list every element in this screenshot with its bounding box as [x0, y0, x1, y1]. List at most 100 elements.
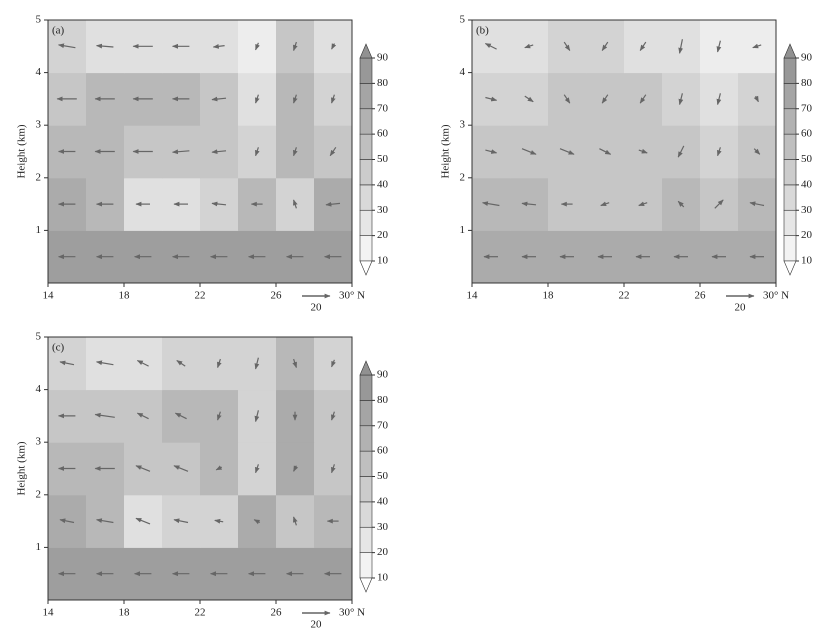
- wind-vector: [485, 96, 498, 102]
- colorbar-segment: [359, 552, 373, 579]
- colorbar-segment: [359, 476, 373, 503]
- wind-vector: [678, 93, 684, 106]
- colorbar-tick-label: 10: [377, 572, 389, 584]
- wind-vector: [716, 40, 722, 53]
- y-tick-label: 3: [36, 119, 42, 131]
- reference-label: 20: [735, 302, 747, 314]
- colorbar-tick-label: 80: [801, 77, 813, 89]
- wind-vector: [293, 147, 298, 157]
- wind-vector: [599, 148, 612, 155]
- colorbar-tick-label: 30: [801, 204, 813, 216]
- colorbar-segment: [359, 526, 373, 553]
- wind-vector: [293, 94, 298, 104]
- y-tick-label: 2: [36, 171, 42, 183]
- wind-vector: [135, 465, 151, 472]
- wind-vector: [331, 464, 336, 474]
- wind-vector: [255, 147, 260, 157]
- wind-vector: [638, 201, 648, 207]
- colorbar-segment: [359, 235, 373, 262]
- colorbar-tick-label: 20: [801, 229, 813, 241]
- y-tick-label: 3: [460, 119, 466, 131]
- colorbar-extend-top: [783, 43, 797, 59]
- wind-vector: [601, 94, 609, 104]
- colorbar-tick-label: 40: [377, 178, 389, 190]
- x-tick-label: 26: [271, 290, 283, 302]
- wind-vector: [521, 148, 537, 155]
- wind-vector: [59, 518, 75, 524]
- x-tick-label: 22: [619, 290, 630, 302]
- wind-vector: [215, 465, 223, 471]
- y-tick-label: 5: [36, 14, 42, 26]
- wind-vector: [96, 43, 114, 49]
- colorbar-extend-bottom: [359, 260, 373, 276]
- colorbar-extend-top: [359, 360, 373, 376]
- colorbar-segment: [359, 374, 373, 401]
- colorbar-tick-label: 50: [377, 470, 389, 482]
- wind-vector: [94, 412, 115, 418]
- colorbar-tick-label: 20: [377, 546, 389, 558]
- wind-vector: [678, 39, 684, 54]
- colorbar-tick-label: 70: [377, 419, 389, 431]
- wind-vector: [485, 149, 498, 154]
- colorbar-segment: [359, 83, 373, 110]
- y-axis-label: Height (km): [440, 124, 452, 178]
- wind-vector: [331, 359, 336, 368]
- wind-vector: [212, 43, 225, 49]
- wind-vector: [59, 360, 75, 366]
- colorbar-segment: [783, 83, 797, 110]
- wind-vector: [211, 149, 227, 155]
- y-tick-label: 4: [36, 66, 42, 78]
- wind-vector: [214, 518, 224, 524]
- wind-vector: [482, 201, 500, 207]
- y-tick-label: 3: [36, 436, 42, 448]
- x-tick-label: 14: [467, 290, 479, 302]
- wind-vector: [293, 465, 299, 472]
- wind-vector: [172, 149, 190, 155]
- y-tick-label: 4: [460, 66, 466, 78]
- y-tick-label: 1: [460, 224, 466, 236]
- colorbar-tick-label: 30: [377, 204, 389, 216]
- colorbar-tick-label: 90: [377, 52, 389, 64]
- x-tick-label: 22: [195, 290, 206, 302]
- colorbar-tick-label: 60: [377, 445, 389, 457]
- colorbar-tick-label: 50: [377, 153, 389, 165]
- colorbar-segment: [359, 400, 373, 427]
- colorbar-tick-label: 10: [377, 255, 389, 267]
- wind-vector: [563, 41, 571, 51]
- y-tick-label: 2: [460, 171, 466, 183]
- colorbar-segment: [783, 184, 797, 211]
- x-tick-label: 30° N: [339, 607, 365, 619]
- wind-vector: [638, 148, 648, 154]
- x-tick-label: 14: [43, 607, 55, 619]
- wind-vector: [217, 411, 222, 421]
- wind-vector: [524, 95, 534, 103]
- colorbar-segment: [359, 108, 373, 135]
- wind-vector: [329, 146, 337, 157]
- panel: (a) 1 2 3 4 5 Height (km) 14 18 22 26 30° N 20 10 20 30…: [16, 14, 389, 314]
- wind-vector: [255, 464, 260, 474]
- colorbar-tick-label: 80: [377, 77, 389, 89]
- colorbar-tick-label: 70: [801, 102, 813, 114]
- y-tick-label: 2: [36, 488, 42, 500]
- wind-vector: [601, 41, 609, 51]
- wind-vector: [753, 148, 761, 155]
- panel-label: (b): [476, 25, 489, 37]
- colorbar-tick-label: 40: [801, 178, 813, 190]
- wind-vector: [563, 94, 571, 104]
- colorbar-tick-label: 80: [377, 394, 389, 406]
- wind-vector: [136, 412, 149, 420]
- wind-vector: [293, 41, 298, 52]
- colorbar-segment: [783, 209, 797, 236]
- colorbar-extend-bottom: [359, 577, 373, 593]
- reference-label: 20: [311, 619, 323, 631]
- panel-label: (a): [52, 25, 65, 37]
- colorbar-segment: [359, 133, 373, 160]
- wind-vector: [677, 200, 685, 208]
- wind-vector: [211, 96, 227, 102]
- y-tick-label: 5: [36, 331, 42, 343]
- colorbar-tick-label: 50: [801, 153, 813, 165]
- wind-vector: [331, 43, 337, 50]
- wind-vector: [58, 43, 76, 49]
- colorbar-segment: [783, 108, 797, 135]
- reference-label: 20: [311, 302, 323, 314]
